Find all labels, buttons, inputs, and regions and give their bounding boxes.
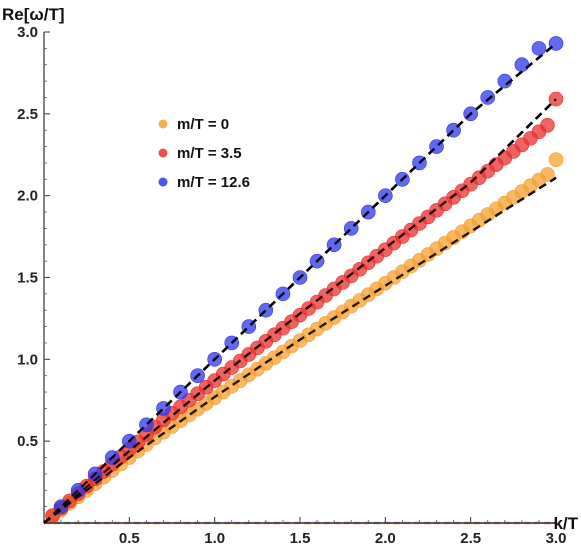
data-points: [45, 36, 564, 524]
y-tick-label-1: 1.0: [17, 351, 38, 368]
x-tick-label-4: 2.5: [460, 530, 481, 547]
point-series-2-28: [531, 41, 547, 56]
point-series-2-25: [480, 90, 496, 105]
reference-line-overlay-2: [43, 42, 557, 524]
y-tick-label-0: 0.5: [17, 433, 38, 450]
point-series-1-58: [540, 117, 555, 133]
legend-marker-2: [158, 177, 168, 187]
point-series-0-58: [540, 167, 555, 182]
legend-label-0: m/T = 0: [177, 116, 229, 133]
y-tick-label-4: 2.5: [17, 106, 38, 123]
legend-label-1: m/T = 3.5: [177, 145, 242, 162]
x-tick-label-3: 2.0: [375, 530, 396, 547]
legend-marker-0: [158, 119, 168, 129]
y-tick-label-3: 2.0: [17, 188, 38, 205]
y-tick-label-2: 1.5: [17, 270, 38, 287]
legend-marker-1: [158, 148, 168, 158]
reference-line-overlay-1: [43, 98, 557, 524]
point-series-0-59: [548, 152, 564, 167]
x-tick-label-2: 1.5: [290, 530, 311, 547]
reference-line-overlay-0: [43, 176, 557, 524]
x-tick-label-0: 0.5: [119, 530, 140, 547]
point-series-2-27: [514, 57, 530, 73]
legend: m/T = 0 m/T = 3.5 m/T = 12.6: [158, 116, 250, 191]
legend-label-2: m/T = 12.6: [177, 174, 250, 191]
y-axis-label: Re[ω/T]: [2, 5, 65, 24]
x-tick-label-5: 3.0: [546, 530, 567, 547]
axes: 0.5 1.0 1.5 2.0 2.5 3.00.51.01.52.02.53.0k/TR…: [2, 5, 579, 547]
y-tick-label-5: 3.0: [17, 24, 38, 41]
x-tick-label-1: 1.0: [204, 530, 225, 547]
x-axis-label: k/T: [553, 514, 578, 533]
